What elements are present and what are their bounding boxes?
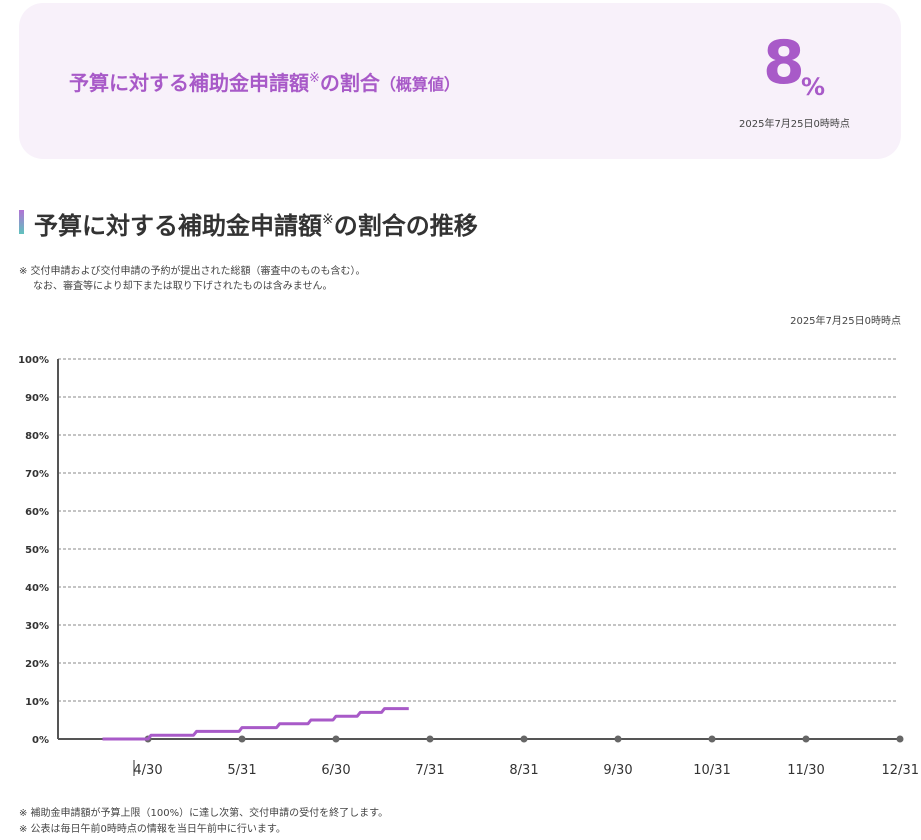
section-accent-bar xyxy=(19,210,24,234)
x-tick-label: 10/31 xyxy=(693,763,730,778)
x-tick-dot xyxy=(614,735,622,743)
y-tick-label: 20% xyxy=(25,659,49,670)
x-tick-dot xyxy=(802,735,810,743)
x-tick-label: 9/30 xyxy=(603,763,632,778)
x-tick-label: 4/30 xyxy=(133,763,162,778)
x-tick-dot xyxy=(896,735,904,743)
y-tick-label: 30% xyxy=(25,621,49,632)
y-tick-label: 80% xyxy=(25,431,49,442)
footnote-2: ※ 公表は毎日午前0時時点の情報を当日午前中に行います。 xyxy=(19,824,286,835)
summary-card: 予算に対する補助金申請額※の割合（概算値） 8 % 2025年7月25日0時時点 xyxy=(19,3,901,159)
series-line xyxy=(102,707,409,741)
progress-chart: 0% 10% 20% 30% 40% 50% 60% 70% 80% 90% 100% 4/30 5/3… xyxy=(18,355,919,778)
y-tick-label: 90% xyxy=(25,393,49,404)
x-tick-dot xyxy=(238,735,246,743)
section-note-line2: なお、審査等により却下または取り下げされたものは含みません。 xyxy=(33,281,333,292)
y-tick-label: 100% xyxy=(18,355,49,366)
footnote-1: ※ 補助金申請額が予算上限（100%）に達し次第、交付申請の受付を終了します。 xyxy=(19,808,389,819)
x-tick-label: 12/31 xyxy=(882,763,919,778)
x-tick-label: 6/30 xyxy=(321,763,350,778)
section-note-line1: ※ 交付申請および交付申請の予約が提出された総額（審査中のものも含む）。 xyxy=(19,266,366,277)
section-title: 予算に対する補助金申請額※の割合の推移 xyxy=(34,212,478,240)
y-tick-label: 10% xyxy=(25,697,49,708)
summary-unit: % xyxy=(801,73,826,101)
summary-value: 8 xyxy=(763,28,805,98)
x-tick-dot xyxy=(520,735,528,743)
y-tick-label: 40% xyxy=(25,583,49,594)
x-tick-dot xyxy=(708,735,716,743)
x-tick-label: 11/30 xyxy=(787,763,824,778)
y-tick-label: 60% xyxy=(25,507,49,518)
x-tick-label: 5/31 xyxy=(227,763,256,778)
chart-date: 2025年7月25日0時時点 xyxy=(790,316,901,327)
x-tick-dot xyxy=(332,735,340,743)
summary-label: 予算に対する補助金申請額※の割合（概算値） xyxy=(69,71,460,95)
x-tick-dot xyxy=(426,735,434,743)
y-tick-label: 0% xyxy=(32,735,49,746)
summary-date: 2025年7月25日0時時点 xyxy=(739,119,850,130)
x-tick-label: 7/31 xyxy=(415,763,444,778)
y-tick-label: 50% xyxy=(25,545,49,556)
y-tick-label: 70% xyxy=(25,469,49,480)
x-tick-label: 8/31 xyxy=(509,763,538,778)
